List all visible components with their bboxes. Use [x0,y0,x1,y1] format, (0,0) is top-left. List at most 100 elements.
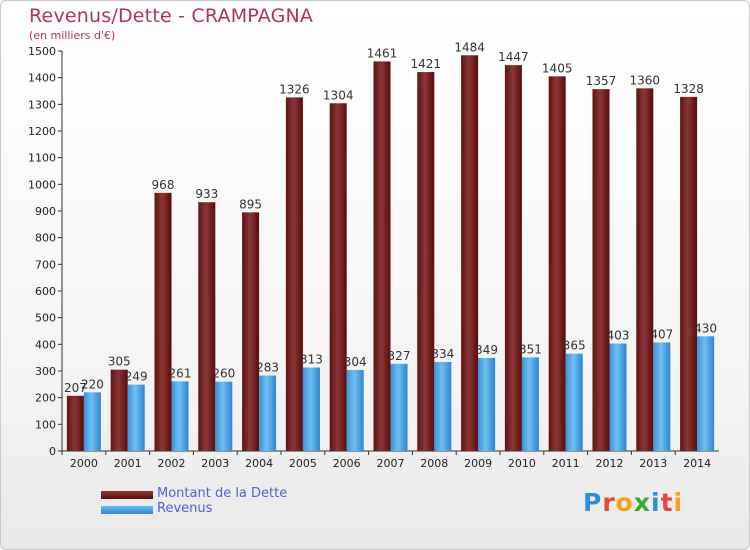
data-label-debt: 1328 [673,82,704,96]
data-label-revenue: 260 [212,367,235,381]
bar-debt [680,96,698,451]
bar-debt [417,72,435,452]
logo-letter: i [673,488,684,517]
data-label-debt: 1461 [367,46,398,60]
bar-revenue [434,361,452,451]
x-tick-label: 2000 [70,457,98,470]
bar-revenue [171,381,189,451]
data-label-revenue: 407 [650,327,673,341]
data-label-revenue: 351 [519,342,542,356]
y-tick-label: 0 [49,445,56,458]
bar-debt [154,192,172,451]
y-tick-label: 700 [35,258,56,271]
logo-letter: o [615,488,634,517]
proxiti-logo: Proxiti [583,488,683,517]
data-label-revenue: 349 [475,343,498,357]
data-label-debt: 1405 [542,61,573,75]
logo-letter: r [602,488,616,517]
legend-label-debt: Montant de la Dette [157,486,288,501]
logo-letter: x [633,488,651,517]
x-tick-label: 2010 [508,457,536,470]
bar-revenue [609,343,627,451]
bar-revenue [521,357,539,451]
bar-revenue [565,353,583,451]
x-tick-label: 2009 [464,457,492,470]
data-label-debt: 1484 [454,40,485,54]
data-label-debt: 933 [195,187,218,201]
x-tick-label: 2013 [639,457,667,470]
x-tick-label: 2014 [683,457,711,470]
bar-revenue [127,384,145,451]
x-tick-label: 2006 [333,457,361,470]
y-tick-label: 1000 [28,178,56,191]
y-tick-label: 300 [35,365,56,378]
x-tick-label: 2005 [289,457,317,470]
y-tick-label: 500 [35,312,56,325]
chart-subtitle: (en milliers d'€) [29,29,116,42]
logo-letter: i [651,488,661,517]
x-tick-label: 2004 [245,457,273,470]
data-label-revenue: 220 [81,377,104,391]
bar-debt [66,395,84,451]
y-tick-label: 1200 [28,125,56,138]
y-tick-label: 100 [35,418,56,431]
bar-debt [504,65,522,451]
data-label-debt: 1421 [411,57,442,71]
chart-title: Revenus/Dette - CRAMPAGNA [29,5,314,27]
bar-debt [373,61,391,452]
bar-debt [636,88,654,451]
data-label-revenue: 313 [300,353,323,367]
bar-debt [285,97,303,452]
x-tick-label: 2011 [552,457,580,470]
data-label-debt: 1447 [498,50,529,64]
y-tick-label: 1100 [28,152,56,165]
data-label-debt: 968 [152,178,175,192]
bar-debt [548,76,566,451]
bar-revenue [259,375,277,451]
data-label-revenue: 365 [563,339,586,353]
data-label-debt: 305 [108,355,131,369]
data-label-debt: 1357 [586,74,617,88]
data-label-revenue: 403 [607,329,630,343]
legend-label-revenue: Revenus [157,501,213,516]
y-axis: 0 100 200 300 400 500 600 700 800 900 1000 1100 1200… [28,45,63,458]
data-label-revenue: 334 [431,347,454,361]
data-label-revenue: 249 [125,370,148,384]
bar-debt [110,369,128,451]
data-label-debt: 895 [239,197,262,211]
data-label-revenue: 430 [694,321,717,335]
y-tick-label: 600 [35,285,56,298]
bars [66,55,715,452]
bar-revenue [697,336,715,451]
x-tick-label: 2012 [596,457,624,470]
y-tick-label: 400 [35,338,56,351]
bar-debt [198,202,216,451]
bar-debt [461,55,479,452]
bar-revenue [215,381,233,451]
x-tick-label: 2008 [420,457,448,470]
bar-debt [592,89,610,451]
x-tick-label: 2002 [158,457,186,470]
x-tick-label: 2001 [114,457,142,470]
legend-swatch-revenue [101,506,153,514]
y-tick-label: 1300 [28,98,56,111]
y-tick-label: 900 [35,205,56,218]
y-tick-label: 800 [35,232,56,245]
data-label-debt: 1326 [279,82,310,96]
bar-debt [329,103,347,452]
data-label-debt: 207 [64,381,87,395]
data-label-debt: 1360 [630,73,661,87]
bar-revenue [653,342,671,451]
x-axis: 2000 2001 2002 2003 2004 2005 2006 2007 2008 2009… [61,450,719,470]
logo-letter: P [583,488,603,517]
bar-revenue [302,367,320,451]
data-label-revenue: 283 [256,361,279,375]
bar-revenue [346,369,364,451]
y-tick-label: 1400 [28,72,56,85]
y-tick-label: 1500 [28,45,56,58]
x-tick-label: 2003 [201,457,229,470]
bar-revenue [478,357,496,451]
